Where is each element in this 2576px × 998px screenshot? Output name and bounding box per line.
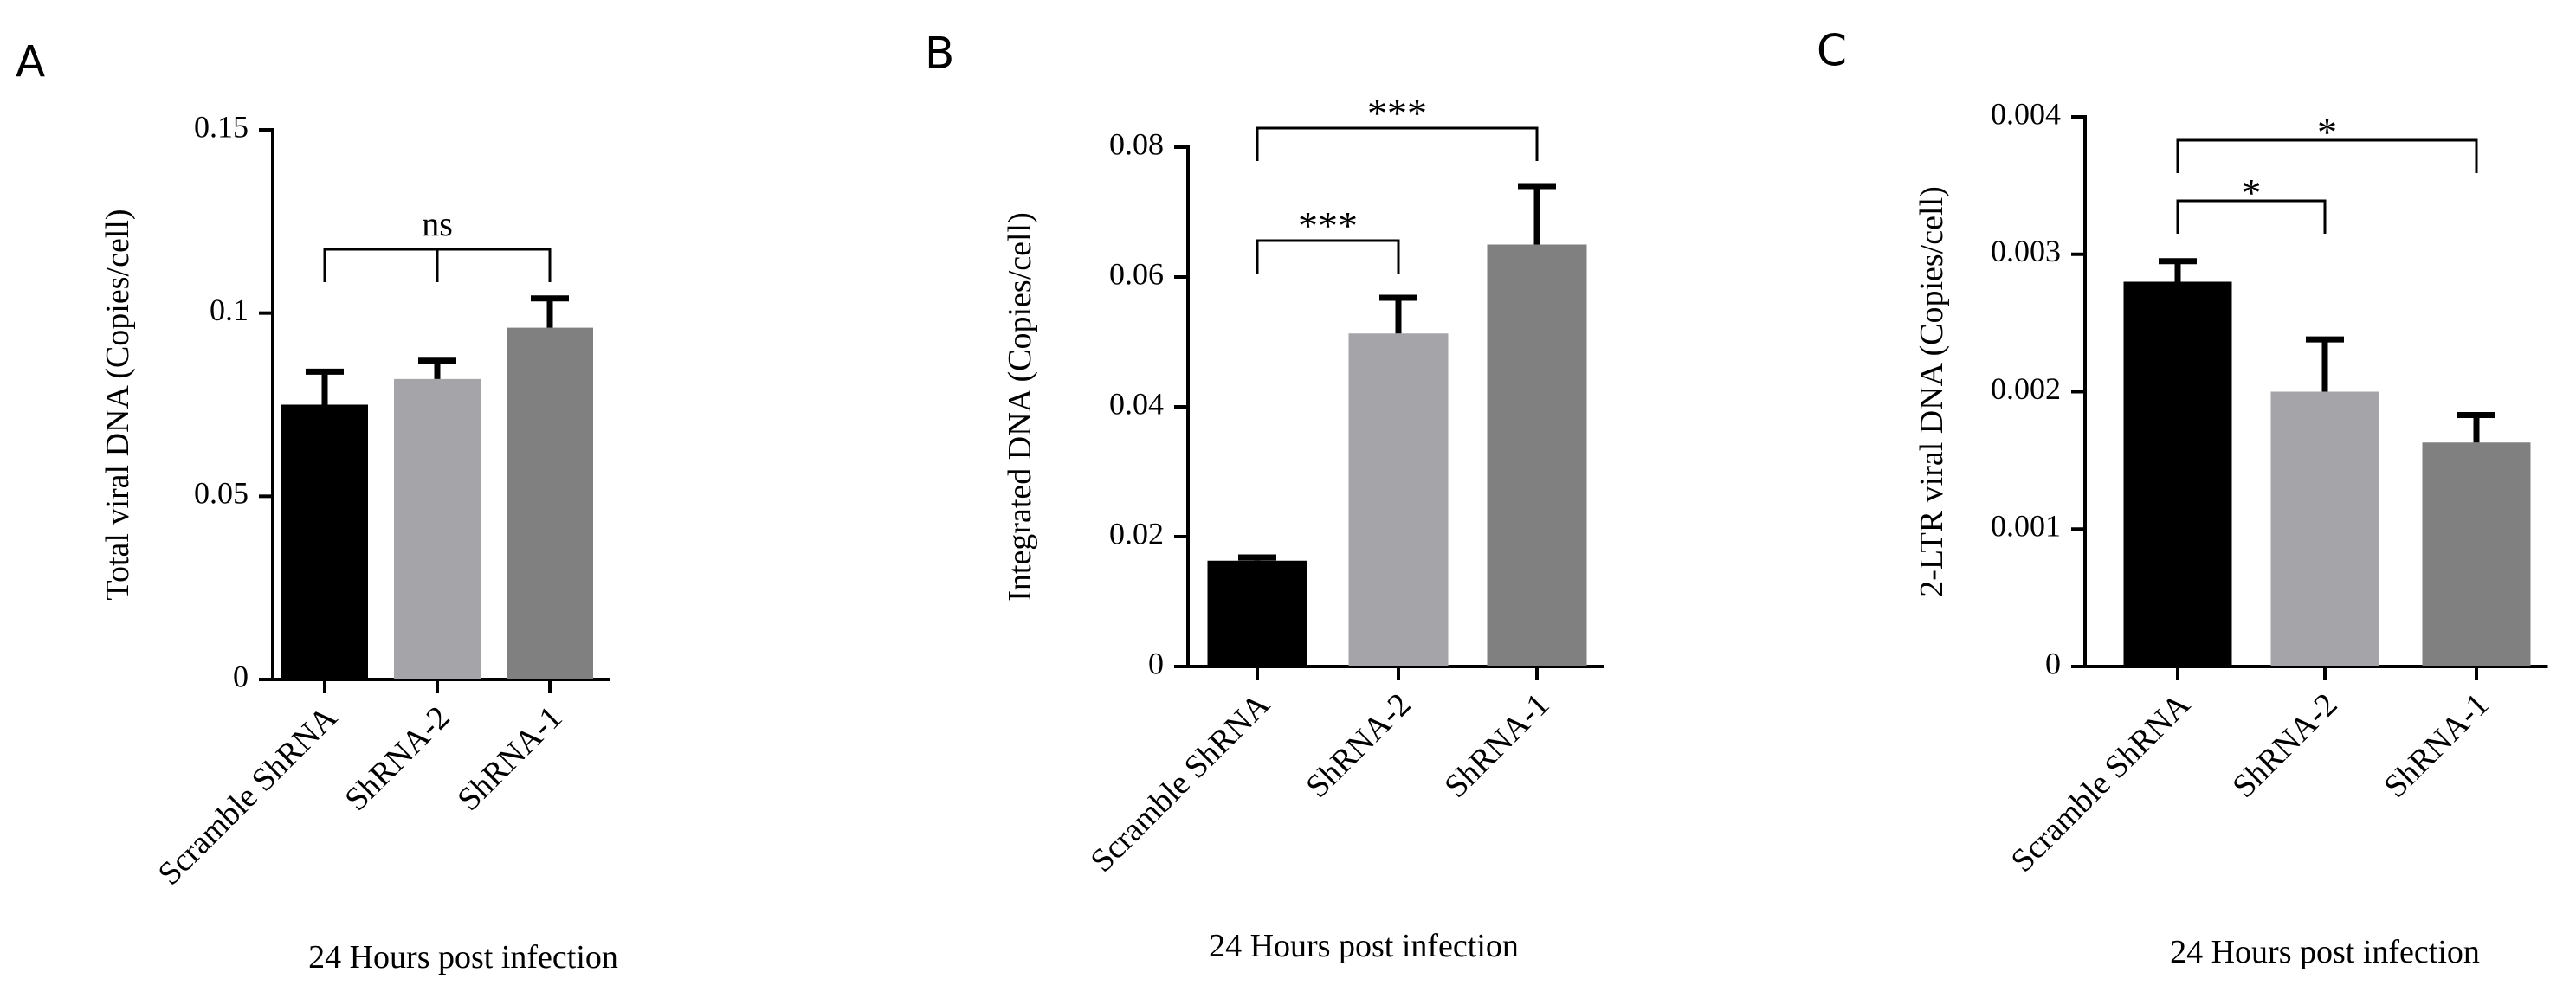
category-label-2: ShRNA-2	[2225, 686, 2344, 805]
y-tick-label: 0.001	[1991, 509, 2061, 544]
category-label-3: ShRNA-1	[2377, 686, 2495, 805]
bar-2	[1348, 333, 1449, 666]
bar-3	[507, 327, 593, 679]
y-tick-label: 0.02	[1109, 516, 1164, 551]
bar-1	[1207, 560, 1307, 666]
category-label-1: Scramble ShRNA	[1084, 686, 1277, 879]
y-axis-title: Integrated DNA (Copies/cell)	[1002, 212, 1038, 602]
category-label-2: ShRNA-2	[1299, 686, 1417, 805]
category-label-1: Scramble ShRNA	[2005, 686, 2198, 879]
y-tick-label: 0.06	[1109, 256, 1164, 291]
y-tick-label: 0.05	[194, 476, 249, 511]
y-tick-label: 0	[233, 659, 249, 693]
bar-2	[394, 378, 481, 679]
significance-bracket-1	[2176, 199, 2327, 234]
significance-bracket-2	[1256, 126, 1539, 161]
bar-1	[281, 404, 368, 679]
x-axis-title: 24 Hours post infection	[1209, 928, 1519, 964]
y-tick-label: 0.004	[1991, 96, 2061, 131]
panel-a: A 0 0.05 0.1 0.15 Total viral DNA (Copies/cel…	[16, 37, 618, 976]
y-tick-label: 0.08	[1109, 126, 1164, 161]
x-axis-title: 24 Hours post infection	[308, 939, 618, 975]
x-axis-title: 24 Hours post infection	[2170, 934, 2480, 970]
y-axis-title: Total viral DNA (Copies/cell)	[100, 209, 136, 600]
panel-b: B 0 0.02 0.04 0.06 0.08 Integrated DNA (Copies…	[925, 29, 1604, 964]
y-tick-label: 0	[1148, 646, 1164, 680]
significance-bracket-1	[1256, 239, 1400, 274]
significance-label-2: ***	[1367, 91, 1427, 135]
y-tick-label: 0.003	[1991, 234, 2061, 268]
significance-label-1: ns	[422, 204, 453, 243]
category-label-2: ShRNA-2	[338, 699, 456, 818]
category-label-3: ShRNA-1	[450, 699, 569, 818]
bar-2	[2270, 391, 2379, 666]
panel-c: C 0 0.001 0.002 0.003 0.004 2-LTR viral DNA (C…	[1817, 26, 2548, 970]
significance-bracket-2	[2176, 138, 2478, 173]
bar-3	[1487, 244, 1587, 666]
significance-label-1: ***	[1298, 203, 1358, 248]
bar-1	[2123, 281, 2232, 666]
significance-label-1: *	[2242, 171, 2262, 215]
y-tick-label: 0.15	[194, 109, 249, 144]
y-tick-label: 0	[2045, 646, 2061, 680]
bar-3	[2422, 442, 2531, 666]
significance-label-2: *	[2317, 110, 2337, 154]
category-label-1: Scramble ShRNA	[152, 699, 345, 892]
category-label-3: ShRNA-1	[1437, 686, 1556, 805]
y-tick-label: 0.002	[1991, 371, 2061, 406]
panel-label: A	[16, 37, 45, 87]
panel-label: C	[1817, 26, 1847, 76]
panel-label: B	[925, 29, 954, 79]
y-axis-title: 2-LTR viral DNA (Copies/cell)	[1914, 186, 1950, 597]
y-tick-label: 0.1	[210, 293, 249, 327]
y-tick-label: 0.04	[1109, 386, 1164, 421]
